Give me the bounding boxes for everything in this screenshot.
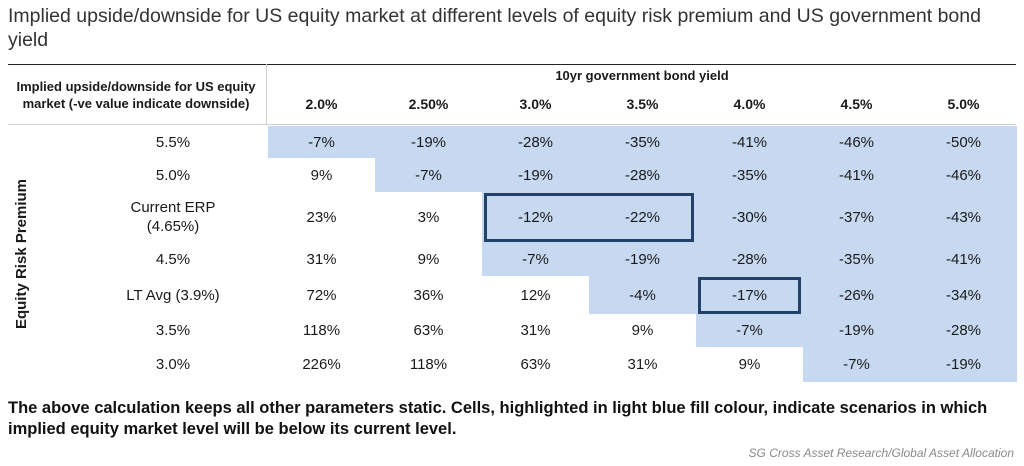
table-cell: -41% [910, 242, 1017, 276]
table-cell: 118% [409, 356, 448, 373]
table-cell: -19% [803, 314, 910, 347]
table-cell: 31% [306, 250, 337, 268]
table-cell: -30% [696, 192, 803, 242]
column-group-header: 10yr government bond yield [555, 68, 729, 83]
table-cell: 63% [413, 322, 444, 339]
table-cell: 31% [627, 356, 658, 373]
table-cell: -35% [803, 242, 910, 276]
table-cell: -34% [910, 276, 1017, 314]
table-cell: 3% [417, 208, 440, 226]
table-cell: -19% [482, 158, 589, 192]
table-cell: -7% [803, 347, 910, 382]
highlight-outline [484, 193, 694, 242]
table-cell: 118% [302, 322, 341, 339]
table-cell: 9% [631, 322, 654, 339]
table-cell: -7% [482, 242, 589, 276]
table-cell: -17% [696, 276, 803, 314]
table-cell: 31% [520, 322, 551, 339]
table-cell: -28% [482, 126, 589, 158]
table-cell: -7% [696, 314, 803, 347]
column-header: 5.0% [947, 96, 980, 112]
table-cell: -41% [696, 126, 803, 158]
table-cell: 12% [520, 286, 551, 304]
table-cell: -35% [589, 126, 696, 158]
table-cell: -4% [589, 276, 696, 314]
row-header: 3.0% [155, 356, 191, 373]
row-header: 5.0% [155, 166, 191, 184]
table-top-rule [8, 64, 1016, 65]
table-cell: -7% [268, 126, 375, 158]
table-cell: 72% [306, 286, 337, 304]
table-cell: -19% [589, 242, 696, 276]
header-rule [8, 124, 1016, 125]
column-header: 2.0% [305, 96, 338, 112]
table-cell: -26% [803, 276, 910, 314]
source-note: SG Cross Asset Research/Global Asset All… [748, 446, 1014, 460]
row-header: 4.5% [155, 250, 191, 268]
table-cell: 23% [306, 208, 337, 226]
table-cell: -28% [696, 242, 803, 276]
table-cell: -19% [375, 126, 482, 158]
table-cell: -12% [482, 192, 589, 242]
highlight-outline [698, 277, 801, 314]
table-cell: -19% [910, 347, 1017, 382]
column-header: 2.50% [408, 96, 449, 112]
table-cell: -28% [910, 314, 1017, 347]
row-group-header: Equity Risk Premium [13, 178, 30, 330]
sensitivity-table: Implied upside/downside for US equity ma… [8, 64, 1017, 390]
column-header: 3.0% [519, 96, 552, 112]
column-header: 4.0% [733, 96, 766, 112]
table-cell: -35% [696, 158, 803, 192]
table-cell: -43% [910, 192, 1017, 242]
table-cell: -46% [910, 158, 1017, 192]
table-cell: 9% [738, 356, 761, 373]
table-cell: -37% [803, 192, 910, 242]
table-cell: -22% [589, 192, 696, 242]
table-cell: -46% [803, 126, 910, 158]
footnote: The above calculation keeps all other pa… [8, 399, 988, 438]
table-cell: -41% [803, 158, 910, 192]
row-header: 5.5% [155, 133, 191, 151]
table-cell: 63% [520, 356, 551, 373]
table-cell: 9% [417, 250, 440, 268]
table-cell: -28% [589, 158, 696, 192]
row-header: Current ERP (4.65%) [130, 199, 216, 235]
row-header: LT Avg (3.9%) [126, 286, 220, 304]
table-cell: -7% [375, 158, 482, 192]
column-header: 4.5% [840, 96, 873, 112]
table-cell: 36% [413, 286, 444, 304]
row-header: 3.5% [155, 322, 191, 339]
header-divider [266, 64, 267, 124]
chart-title: Implied upside/downside for US equity ma… [8, 5, 981, 51]
table-cell: 9% [310, 166, 333, 184]
column-header: 3.5% [626, 96, 659, 112]
table-cell: 226% [302, 356, 341, 373]
table-cell: -50% [910, 126, 1017, 158]
corner-header: Implied upside/downside for US equity ma… [16, 79, 256, 111]
